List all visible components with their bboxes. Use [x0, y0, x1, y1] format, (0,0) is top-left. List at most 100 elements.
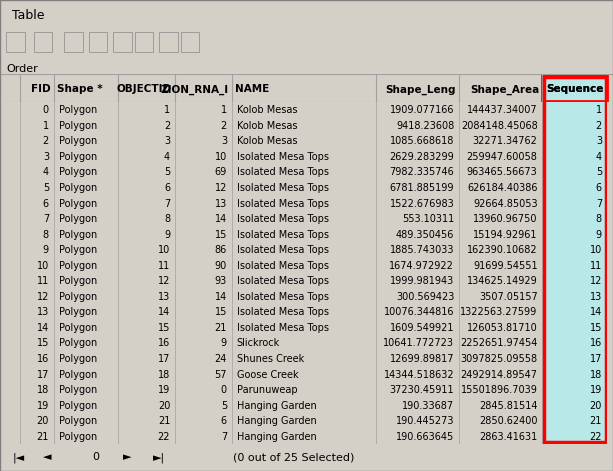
Text: 2252651.97454: 2252651.97454 [460, 339, 538, 349]
Text: Polygon: Polygon [59, 308, 97, 317]
Text: 1999.981943: 1999.981943 [390, 276, 454, 286]
FancyBboxPatch shape [543, 288, 607, 304]
FancyBboxPatch shape [543, 226, 607, 242]
Text: 21: 21 [37, 432, 49, 442]
Text: Kolob Mesas: Kolob Mesas [237, 106, 297, 115]
Text: 5: 5 [596, 168, 602, 178]
Text: Isolated Mesa Tops: Isolated Mesa Tops [237, 245, 329, 255]
Text: 17: 17 [158, 354, 170, 364]
Text: 20: 20 [590, 401, 602, 411]
Text: 489.350456: 489.350456 [396, 230, 454, 240]
Text: 15194.92961: 15194.92961 [473, 230, 538, 240]
Text: 16: 16 [37, 354, 49, 364]
Text: 22: 22 [158, 432, 170, 442]
Text: 7: 7 [221, 432, 227, 442]
Text: 3097825.09558: 3097825.09558 [460, 354, 538, 364]
FancyBboxPatch shape [543, 102, 607, 117]
Text: 19: 19 [158, 385, 170, 395]
Text: Shunes Creek: Shunes Creek [237, 354, 304, 364]
Text: 2: 2 [43, 137, 49, 146]
Text: 11: 11 [590, 261, 602, 271]
Text: Polygon: Polygon [59, 214, 97, 224]
Text: 12: 12 [37, 292, 49, 302]
Text: 1: 1 [221, 106, 227, 115]
Text: 3: 3 [43, 152, 49, 162]
Text: 7: 7 [596, 199, 602, 209]
Text: Polygon: Polygon [59, 168, 97, 178]
FancyBboxPatch shape [543, 242, 607, 257]
Text: Polygon: Polygon [59, 230, 97, 240]
Text: Polygon: Polygon [59, 339, 97, 349]
Text: 13: 13 [37, 308, 49, 317]
Text: 0: 0 [43, 106, 49, 115]
Text: ►|: ►| [153, 452, 166, 463]
Text: Polygon: Polygon [59, 137, 97, 146]
Text: Kolob Mesas: Kolob Mesas [237, 121, 297, 131]
Text: 1674.972922: 1674.972922 [389, 261, 454, 271]
Text: 12: 12 [215, 183, 227, 193]
Text: 2850.62400: 2850.62400 [479, 416, 538, 426]
Text: 18: 18 [37, 385, 49, 395]
Text: Hanging Garden: Hanging Garden [237, 401, 316, 411]
Text: FID: FID [31, 84, 51, 95]
Text: Isolated Mesa Tops: Isolated Mesa Tops [237, 292, 329, 302]
Text: Hanging Garden: Hanging Garden [237, 416, 316, 426]
Text: 14344.518632: 14344.518632 [384, 370, 454, 380]
Text: (0 out of 25 Selected): (0 out of 25 Selected) [233, 452, 354, 463]
Text: 18: 18 [590, 370, 602, 380]
Text: Parunuweap: Parunuweap [237, 385, 297, 395]
Text: 7: 7 [43, 214, 49, 224]
Text: Polygon: Polygon [59, 416, 97, 426]
Text: 15: 15 [158, 323, 170, 333]
Text: 14: 14 [215, 292, 227, 302]
Text: 15: 15 [215, 230, 227, 240]
Text: 300.569423: 300.569423 [396, 292, 454, 302]
Text: Goose Creek: Goose Creek [237, 370, 299, 380]
Text: 4: 4 [164, 152, 170, 162]
Text: 2: 2 [221, 121, 227, 131]
FancyBboxPatch shape [543, 75, 607, 101]
FancyBboxPatch shape [159, 32, 178, 52]
Text: 8: 8 [164, 214, 170, 224]
Text: Hanging Garden: Hanging Garden [237, 432, 316, 442]
Text: 190.445273: 190.445273 [396, 416, 454, 426]
FancyBboxPatch shape [543, 319, 607, 335]
Text: 8: 8 [596, 214, 602, 224]
Text: Polygon: Polygon [59, 432, 97, 442]
FancyBboxPatch shape [543, 366, 607, 382]
Text: 9: 9 [164, 230, 170, 240]
Text: 12: 12 [158, 276, 170, 286]
FancyBboxPatch shape [543, 117, 607, 133]
FancyBboxPatch shape [89, 32, 107, 52]
FancyBboxPatch shape [543, 257, 607, 273]
Text: Polygon: Polygon [59, 323, 97, 333]
Text: Isolated Mesa Tops: Isolated Mesa Tops [237, 183, 329, 193]
Text: 190.663645: 190.663645 [396, 432, 454, 442]
Text: NAME: NAME [235, 84, 269, 95]
Text: Polygon: Polygon [59, 245, 97, 255]
Text: Polygon: Polygon [59, 199, 97, 209]
Text: 1: 1 [164, 106, 170, 115]
Text: 15: 15 [590, 323, 602, 333]
FancyBboxPatch shape [543, 273, 607, 288]
Text: ◄: ◄ [43, 452, 51, 463]
Text: 6: 6 [43, 199, 49, 209]
Text: 15501896.7039: 15501896.7039 [461, 385, 538, 395]
Text: 190.33687: 190.33687 [402, 401, 454, 411]
Text: 16: 16 [158, 339, 170, 349]
Text: 0: 0 [221, 385, 227, 395]
Text: 5: 5 [43, 183, 49, 193]
Text: 15: 15 [37, 339, 49, 349]
Text: Shape *: Shape * [57, 84, 102, 95]
Text: 22: 22 [590, 432, 602, 442]
Text: 13: 13 [158, 292, 170, 302]
Text: 7: 7 [164, 199, 170, 209]
Text: 1909.077166: 1909.077166 [390, 106, 454, 115]
Text: 144437.34007: 144437.34007 [467, 106, 538, 115]
Text: Polygon: Polygon [59, 385, 97, 395]
FancyBboxPatch shape [543, 164, 607, 179]
Text: Order: Order [6, 64, 38, 74]
Text: Polygon: Polygon [59, 276, 97, 286]
FancyBboxPatch shape [543, 304, 607, 319]
Text: 21: 21 [158, 416, 170, 426]
